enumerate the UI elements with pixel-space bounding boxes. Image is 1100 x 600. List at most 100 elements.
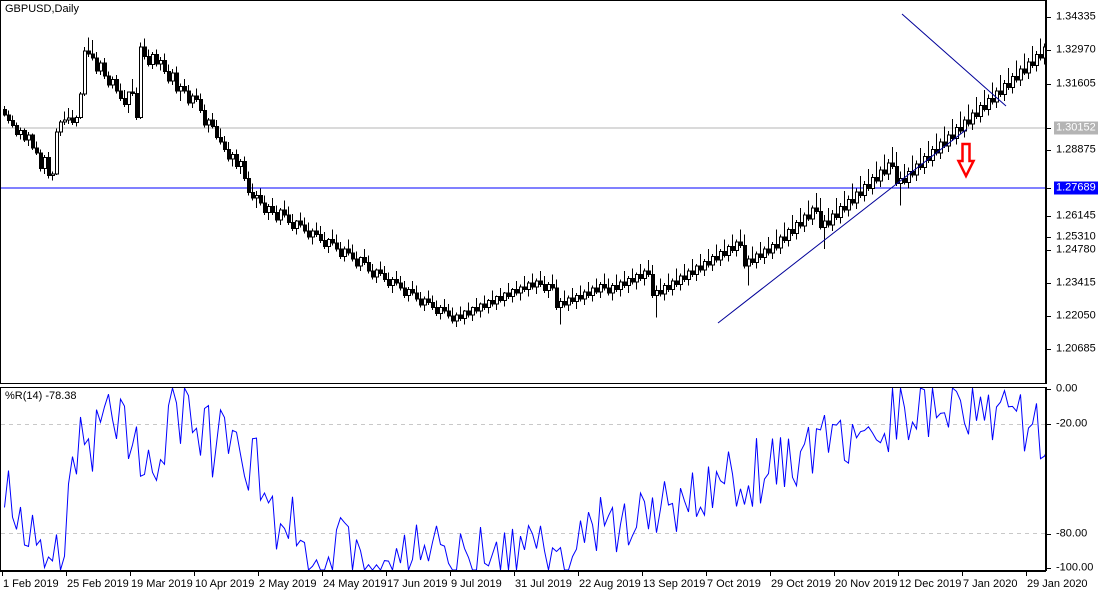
indicator-tick-2000-tick — [1046, 424, 1051, 426]
price-tick-1-20685-tick — [1046, 349, 1051, 351]
candle — [379, 261, 383, 276]
candle — [695, 263, 699, 281]
candle — [983, 89, 987, 112]
candle — [787, 227, 791, 247]
candle — [791, 215, 795, 236]
indicator-panel[interactable]: %R(14) -78.38 — [0, 387, 1046, 571]
candle — [907, 167, 911, 189]
candle — [667, 273, 671, 292]
candle — [55, 128, 59, 175]
candle — [631, 268, 635, 285]
candle — [119, 83, 123, 101]
candle — [287, 206, 291, 225]
candle — [599, 282, 603, 298]
date-label: 17 Jun 2019 — [387, 578, 448, 590]
candle — [587, 282, 591, 298]
candle — [999, 75, 1003, 98]
candle — [219, 128, 223, 145]
candle — [859, 176, 863, 199]
candle — [763, 246, 767, 264]
candle — [83, 47, 87, 96]
candle — [703, 258, 707, 276]
price-tick-1-23415-tick — [1046, 282, 1051, 284]
candle — [67, 108, 71, 124]
candle — [427, 290, 431, 306]
candle — [319, 226, 323, 244]
indicator-tick-000-tick — [1046, 389, 1051, 390]
indicator-panel-title: %R(14) -78.38 — [5, 390, 77, 402]
candle — [823, 215, 827, 250]
candle — [115, 75, 119, 94]
candle — [1011, 72, 1015, 94]
candle — [951, 119, 955, 141]
candle — [243, 156, 247, 182]
indicator-plot-area[interactable] — [1, 388, 1045, 570]
candle — [399, 275, 403, 291]
candle — [487, 299, 491, 314]
date-tick — [386, 571, 387, 576]
candle — [407, 286, 411, 302]
indicator-axis-spine — [1046, 387, 1047, 571]
candle — [675, 268, 679, 287]
candle — [199, 93, 203, 113]
candle — [327, 238, 331, 253]
candle — [95, 52, 99, 74]
date-label: 7 Jan 2020 — [963, 578, 1018, 590]
candle — [663, 283, 667, 301]
candle — [179, 83, 183, 101]
candle — [831, 210, 835, 231]
current-price-label-tick — [1046, 128, 1051, 129]
date-axis: 1 Feb 2019 25 Feb 2019 19 Mar 2019 10 Apr 2… — [0, 571, 1088, 600]
candle — [559, 297, 563, 325]
date-label: 7 Oct 2019 — [707, 578, 761, 590]
candle — [511, 288, 515, 303]
candle — [855, 188, 859, 210]
indicator-tick-10000: -100.00 — [1056, 561, 1094, 574]
candle — [527, 280, 531, 297]
candle — [187, 84, 191, 106]
candle — [879, 166, 883, 188]
candle — [1027, 58, 1031, 79]
candle — [3, 106, 7, 117]
candle — [463, 310, 467, 325]
price-plot-area[interactable] — [1, 1, 1045, 383]
date-tick — [642, 571, 643, 576]
date-tick — [962, 571, 963, 576]
date-tick — [258, 571, 259, 576]
candle — [415, 285, 419, 302]
date-tick — [2, 571, 3, 576]
price-axis-spine — [1046, 0, 1047, 384]
price-tick-1-32970: 1.32970 — [1056, 43, 1096, 56]
candle — [819, 198, 823, 230]
candle — [247, 171, 251, 196]
candle — [647, 260, 651, 278]
price-tick-1-28875: 1.28875 — [1056, 143, 1096, 156]
candle — [31, 133, 35, 150]
date-tick — [450, 571, 451, 576]
candle — [635, 272, 639, 290]
candle — [15, 122, 19, 137]
candle — [363, 249, 367, 265]
candle — [223, 136, 227, 152]
candle — [499, 288, 503, 303]
candle — [1019, 65, 1023, 87]
candle — [491, 290, 495, 307]
candle — [475, 297, 479, 314]
candle — [367, 255, 371, 274]
candle — [231, 151, 235, 167]
candle — [19, 127, 23, 140]
candle — [731, 234, 735, 253]
candle — [611, 283, 615, 301]
candle — [683, 263, 687, 283]
date-tick — [322, 571, 323, 576]
candle — [291, 213, 295, 231]
candle — [1003, 80, 1007, 101]
candle — [447, 303, 451, 319]
price-chart-panel[interactable]: GBPUSD,Daily — [0, 0, 1046, 384]
candle — [851, 183, 855, 206]
date-label: 29 Oct 2019 — [771, 578, 831, 590]
candle — [207, 117, 211, 133]
support-level-label: 1.27689 — [1054, 181, 1098, 195]
candle — [815, 193, 819, 214]
